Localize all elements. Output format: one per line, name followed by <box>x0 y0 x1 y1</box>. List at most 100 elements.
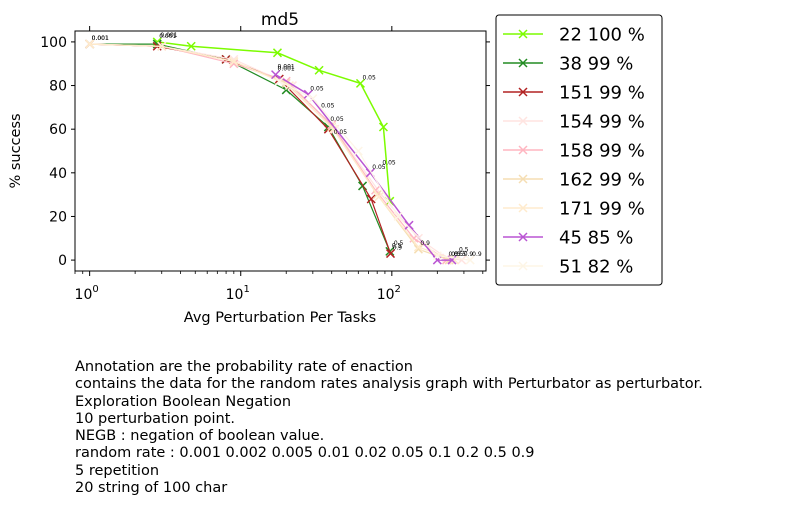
data-point <box>393 211 403 221</box>
data-point <box>374 192 384 202</box>
legend-label: 158 99 % <box>559 141 645 162</box>
legend-entry: 51 82 % <box>503 257 633 278</box>
point-label: 0.001 <box>159 33 176 40</box>
legend-entry: 38 99 % <box>503 54 633 75</box>
series-line <box>89 43 455 261</box>
legend-entry: 171 99 % <box>503 199 645 220</box>
data-point <box>314 65 324 75</box>
point-label: 0.5 <box>451 251 461 258</box>
data-point <box>385 249 396 259</box>
legend-entry: 162 99 % <box>503 170 645 191</box>
series-group <box>85 39 454 265</box>
x-tick-label: 100 <box>75 284 99 303</box>
caption-line: random rate : 0.001 0.002 0.005 0.01 0.0… <box>75 445 535 462</box>
caption-line: 10 perturbation point. <box>75 410 236 427</box>
series-group <box>152 37 395 206</box>
point-label: 0.5 <box>394 240 404 247</box>
series-line <box>157 41 391 202</box>
caption: Annotation are the probability rate of e… <box>75 359 703 497</box>
point-label: 0.05 <box>382 159 396 166</box>
y-tick-label: 40 <box>49 166 67 182</box>
series-line <box>279 80 471 261</box>
point-label: 0.5 <box>459 247 469 254</box>
legend-marker <box>518 116 528 126</box>
point-label: 0.9 <box>464 251 474 258</box>
legend-marker <box>518 174 528 184</box>
series-line <box>89 43 392 254</box>
legend-label: 45 85 % <box>559 228 633 249</box>
legend-label: 22 100 % <box>559 25 645 46</box>
point-label: 0.001 <box>92 35 109 42</box>
data-point <box>366 194 376 204</box>
legend-marker <box>518 58 528 68</box>
point-label: 0.9 <box>393 245 403 252</box>
data-point <box>157 41 167 51</box>
series-group <box>85 39 460 265</box>
data-point <box>274 76 284 86</box>
data-point <box>272 48 282 58</box>
legend-marker <box>518 261 528 271</box>
x-tick-label: 102 <box>377 284 401 303</box>
legend-marker <box>518 29 528 39</box>
point-label: 0.05 <box>362 74 376 81</box>
legend-label: 51 82 % <box>559 257 633 278</box>
caption-line: contains the data for the random rates a… <box>75 376 703 393</box>
caption-line: 20 string of 100 char <box>75 480 228 497</box>
point-label: 0.05 <box>334 129 348 136</box>
data-point <box>353 146 363 156</box>
legend-entry: 154 99 % <box>503 112 645 133</box>
point-label: 0.9 <box>420 240 430 247</box>
legend-label: 154 99 % <box>559 112 645 133</box>
series-line <box>275 73 452 261</box>
point-label: 0.001 <box>278 63 295 70</box>
data-point <box>308 94 318 104</box>
point-label: 0.001 <box>278 66 295 73</box>
plot-frame <box>74 30 487 272</box>
data-point <box>355 78 365 88</box>
legend-entry: 22 100 % <box>503 25 645 46</box>
point-label: 0.5 <box>457 251 467 258</box>
x-tick-label: 101 <box>226 284 250 303</box>
legend-marker <box>518 203 528 213</box>
caption-line: Exploration Boolean Negation <box>75 393 292 410</box>
point-label: 0.001 <box>160 32 177 39</box>
data-point <box>457 255 467 265</box>
series-line <box>89 43 391 252</box>
data-point <box>432 251 442 261</box>
legend-label: 162 99 % <box>559 170 645 191</box>
legend-label: 151 99 % <box>559 83 645 104</box>
plot-area: 0.0010.050.0010.50.0010.90.90.50.50.50.0… <box>74 30 487 272</box>
y-tick-label: 0 <box>58 253 67 269</box>
legend-marker <box>518 87 528 97</box>
y-axis-label: % success <box>8 113 24 188</box>
series-group <box>274 76 475 265</box>
legend-label: 171 99 % <box>559 199 645 220</box>
data-point <box>465 255 475 265</box>
legend-entry: 158 99 % <box>503 141 645 162</box>
y-tick-label: 20 <box>49 209 67 225</box>
data-point <box>378 122 388 132</box>
data-point <box>404 220 414 230</box>
series-group <box>85 39 452 265</box>
legend-frame <box>495 14 663 286</box>
data-point <box>229 57 239 67</box>
data-point <box>271 70 281 80</box>
legend-label: 38 99 % <box>559 54 633 75</box>
caption-line: 5 repetition <box>75 462 160 479</box>
legend-entry: 45 85 % <box>503 228 633 249</box>
data-point <box>413 242 423 252</box>
legend-items: 22 100 % 38 99 % 151 99 % 154 99 % 158 99 % 1… <box>503 25 645 278</box>
caption-line: NEGB : negation of boolean value. <box>75 428 325 445</box>
point-label-layer: 0.0010.050.0010.50.0010.90.90.50.50.50.0… <box>92 32 482 258</box>
data-point <box>413 244 423 254</box>
legend-marker <box>518 232 528 242</box>
y-tick-label: 80 <box>49 79 67 95</box>
data-point <box>85 39 95 49</box>
data-point <box>281 85 291 95</box>
point-label: 0.05 <box>372 164 386 171</box>
point-label: 0.001 <box>92 35 109 42</box>
legend-marker <box>518 145 528 155</box>
point-label: 0.5 <box>392 242 402 249</box>
point-label: 0.9 <box>472 251 482 258</box>
